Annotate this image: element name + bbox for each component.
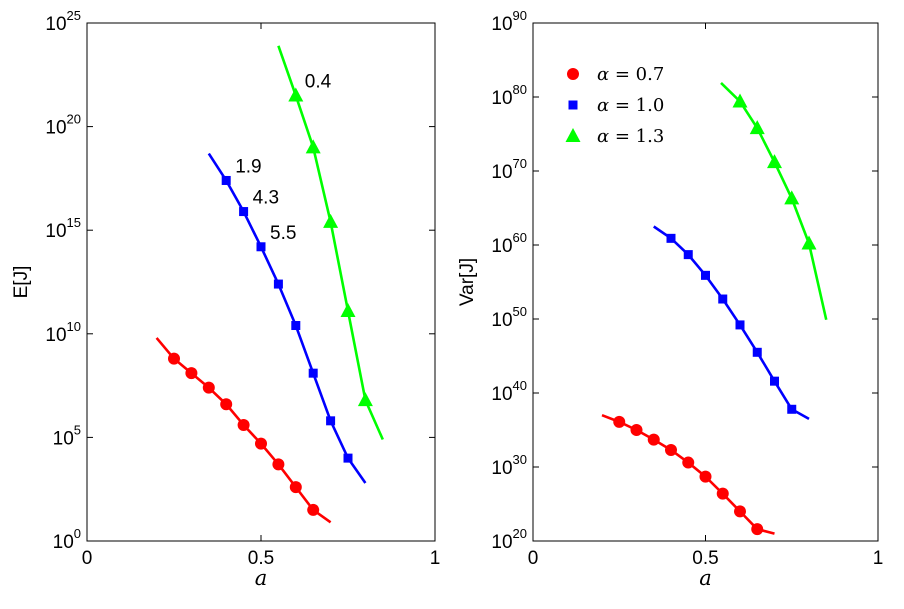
data-point xyxy=(732,93,748,108)
data-point xyxy=(255,437,267,450)
data-point xyxy=(749,120,765,135)
data-point xyxy=(168,352,180,365)
axes-frame xyxy=(86,22,436,542)
series-1 xyxy=(155,337,332,524)
data-point xyxy=(784,190,800,205)
data-point xyxy=(801,235,817,250)
data-point xyxy=(665,443,677,456)
legend: α = 0.7 α = 1.0 α = 1.3 xyxy=(565,64,664,147)
y-tick-label: 1015 xyxy=(45,215,81,242)
data-point xyxy=(272,458,285,471)
data-point xyxy=(752,347,762,357)
plot-energy: 0 0.5 1 100 105 1010 1015 1020 1025 a E[J] 1.9 4.3 5.… xyxy=(11,8,440,590)
y-tick-label: 1070 xyxy=(491,156,527,183)
y-tick-label: 1025 xyxy=(45,8,81,35)
data-label: 4.3 xyxy=(253,188,279,209)
series-3 xyxy=(720,82,828,321)
data-point xyxy=(735,320,745,330)
legend-marker xyxy=(568,100,578,110)
legend-marker xyxy=(567,68,579,80)
data-point xyxy=(289,481,302,494)
y-tick-label: 1040 xyxy=(491,378,527,405)
series-2: 1.9 4.3 5.5 xyxy=(207,152,367,484)
x-axis-label: a xyxy=(699,566,712,590)
data-point xyxy=(185,367,198,380)
y-tick-label: 105 xyxy=(53,422,81,449)
data-point xyxy=(326,416,336,426)
x-tick-label: 0 xyxy=(82,548,93,569)
data-point xyxy=(343,453,353,463)
y-tick-label: 1080 xyxy=(491,82,527,109)
legend-marker xyxy=(565,128,581,142)
data-label: 0.4 xyxy=(305,72,332,93)
data-point xyxy=(701,270,710,280)
data-label: 5.5 xyxy=(270,223,296,244)
y-tick-label: 1010 xyxy=(45,319,81,346)
y-tick-label: 1020 xyxy=(491,526,527,553)
x-tick-label: 0 xyxy=(528,548,539,569)
x-tick-label: 0.5 xyxy=(692,548,718,569)
data-point xyxy=(647,433,660,446)
y-tick-label: 1020 xyxy=(45,112,81,139)
plot-variance: 0 0.5 1 1020 1030 1040 1050 1060 1070 1080 1090 a Va… xyxy=(457,8,883,590)
data-point xyxy=(357,392,373,407)
data-point xyxy=(682,456,695,469)
data-point xyxy=(767,154,782,169)
data-point xyxy=(630,424,643,436)
data-point xyxy=(202,381,215,394)
data-point xyxy=(718,294,728,304)
data-point xyxy=(683,250,693,260)
data-point xyxy=(323,213,339,228)
data-point xyxy=(307,503,320,516)
data-point xyxy=(288,87,304,102)
data-point xyxy=(221,175,231,185)
x-axis-label: a xyxy=(255,566,268,590)
data-point xyxy=(666,233,676,243)
x-tick-label: 0.5 xyxy=(248,548,274,569)
series-2 xyxy=(653,225,810,421)
data-point xyxy=(239,207,249,217)
y-tick-label: 100 xyxy=(53,526,81,553)
series-1 xyxy=(601,413,775,536)
data-point xyxy=(291,321,301,331)
series-line xyxy=(207,152,367,484)
data-point xyxy=(613,415,626,428)
y-tick-label: 1090 xyxy=(491,8,527,35)
axes-frame xyxy=(532,22,879,542)
data-label: 1.9 xyxy=(235,156,261,177)
legend-label: α = 0.7 xyxy=(597,64,664,85)
data-point xyxy=(734,505,746,518)
legend-label: α = 1.0 xyxy=(597,95,664,116)
series-line xyxy=(720,82,828,321)
data-point xyxy=(699,470,712,483)
data-point xyxy=(305,139,321,154)
y-axis-label: E[J] xyxy=(11,266,32,299)
data-point xyxy=(308,368,318,378)
series-line xyxy=(653,225,810,421)
y-axis-label: Var[J] xyxy=(457,258,478,306)
x-tick-label: 1 xyxy=(873,548,884,569)
data-point xyxy=(751,523,764,536)
data-point xyxy=(273,279,283,289)
series-3: 0.4 xyxy=(277,45,384,440)
y-tick-label: 1060 xyxy=(491,230,527,257)
legend-label: α = 1.3 xyxy=(597,126,664,147)
data-point xyxy=(256,242,266,252)
data-point xyxy=(220,398,233,411)
y-tick-label: 1030 xyxy=(491,452,527,479)
y-tick-label: 1050 xyxy=(491,304,527,331)
data-point xyxy=(716,487,729,500)
data-point xyxy=(340,303,356,318)
series-line xyxy=(601,413,775,535)
data-point xyxy=(770,376,779,386)
x-tick-label: 1 xyxy=(430,548,441,569)
data-point xyxy=(787,404,797,414)
data-point xyxy=(237,418,250,431)
